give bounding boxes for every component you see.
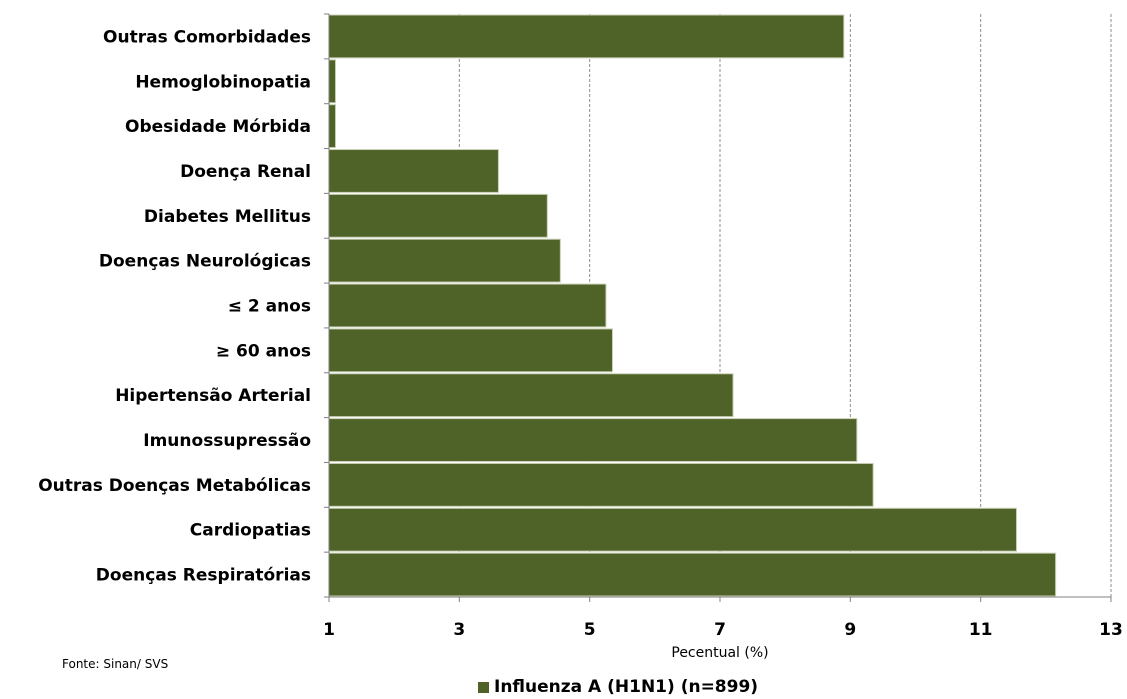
bar-8 [328, 373, 734, 418]
bar-12 [328, 552, 1057, 597]
category-label-2: Obesidade Mórbida [125, 117, 311, 137]
category-label-12: Doenças Respiratórias [96, 566, 311, 586]
bar-9 [328, 418, 858, 462]
category-label-7: ≥ 60 anos [216, 341, 311, 361]
category-label-5: Doenças Neurológicas [99, 252, 311, 272]
bar-5 [328, 238, 561, 283]
bar-7 [328, 328, 613, 373]
legend-swatch [478, 681, 489, 693]
bar-4 [328, 193, 548, 238]
legend: Influenza A (H1N1) (n=899) [478, 677, 758, 697]
category-label-10: Outras Doenças Metabólicas [38, 476, 311, 496]
bar-11 [328, 507, 1018, 552]
x-tick-label-2: 5 [584, 620, 596, 640]
category-label-4: Diabetes Mellitus [144, 207, 311, 227]
bar-2 [328, 104, 337, 149]
x-tick-label-4: 9 [844, 620, 856, 640]
source-note: Fonte: Sinan/ SVS [62, 657, 169, 671]
bar-10 [328, 462, 874, 507]
category-label-0: Outras Comorbidades [103, 27, 311, 47]
x-tick-label-0: 1 [323, 620, 335, 640]
x-tick-label-3: 7 [714, 620, 726, 640]
category-label-1: Hemoglobinopatia [135, 72, 311, 92]
x-tick-label-6: 13 [1099, 620, 1123, 640]
x-tick-label-1: 3 [453, 620, 465, 640]
bar-3 [328, 149, 499, 193]
category-label-9: Imunossupressão [143, 431, 311, 451]
category-label-3: Doença Renal [180, 162, 311, 182]
category-label-11: Cardiopatias [190, 521, 311, 541]
category-label-8: Hipertensão Arterial [115, 386, 311, 406]
legend-label: Influenza A (H1N1) (n=899) [494, 677, 759, 697]
x-tick-label-5: 11 [969, 620, 993, 640]
bar-1 [328, 59, 337, 104]
bar-0 [328, 14, 845, 59]
category-label-6: ≤ 2 anos [228, 297, 311, 317]
x-axis-title: Pecentual (%) [671, 645, 768, 661]
bar-6 [328, 283, 607, 328]
